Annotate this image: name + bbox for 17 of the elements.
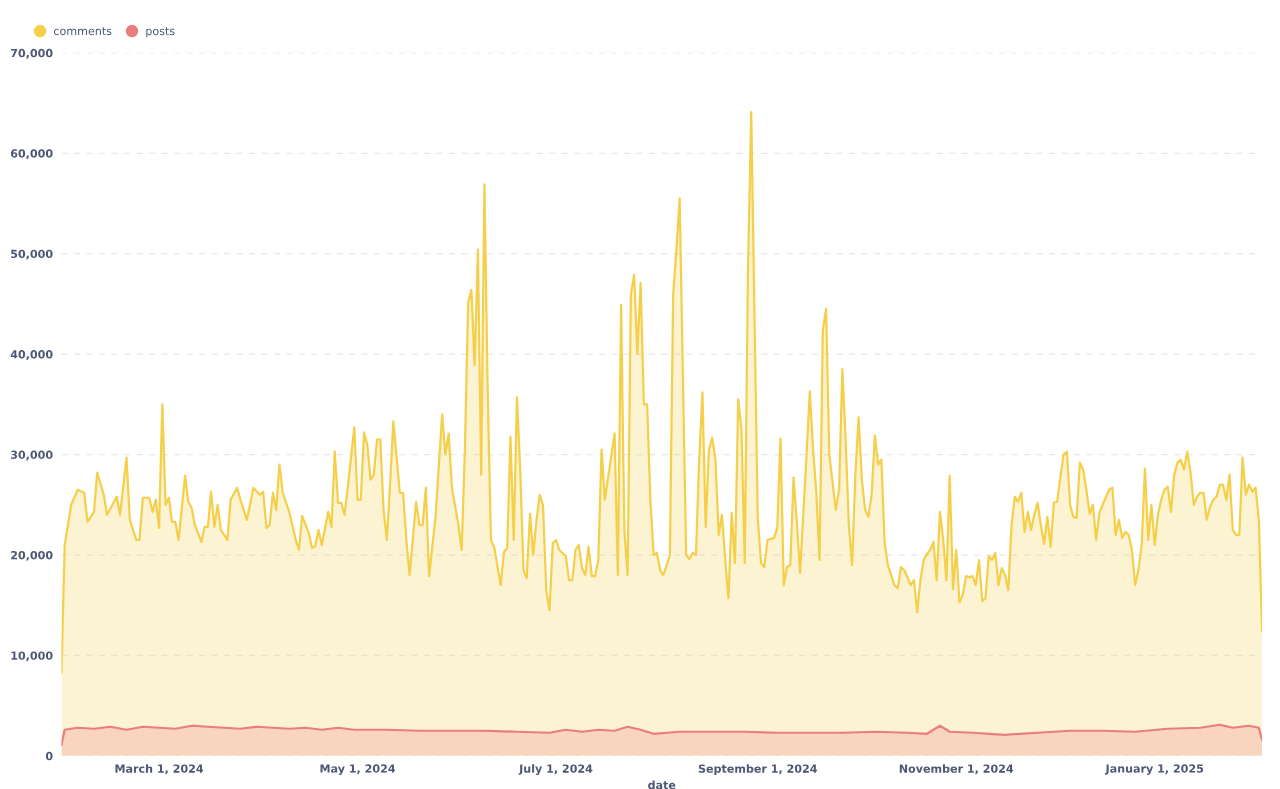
x-tick-label: January 1, 2025 — [1104, 764, 1204, 775]
legend-label: posts — [146, 27, 175, 38]
y-tick-label: 70,000 — [10, 48, 53, 59]
x-tick-label: November 1, 2024 — [899, 764, 1014, 775]
legend-label: comments — [54, 27, 112, 36]
y-tick-label: 40,000 — [10, 350, 53, 360]
y-tick-label: 0 — [45, 751, 53, 761]
x-tick-label: July 1, 2024 — [518, 764, 593, 776]
y-tick-label: 10,000 — [11, 651, 53, 662]
y-tick-label: 20,000 — [11, 550, 53, 561]
x-axis-title: date — [648, 780, 676, 789]
y-tick-label: 60,000 — [10, 149, 53, 160]
x-tick-label: May 1, 2024 — [320, 764, 396, 775]
x-tick-label: March 1, 2024 — [115, 764, 204, 775]
y-tick-label: 50,000 — [11, 249, 53, 260]
x-tick-label: September 1, 2024 — [698, 764, 817, 775]
y-tick-label: 30,000 — [10, 450, 53, 461]
